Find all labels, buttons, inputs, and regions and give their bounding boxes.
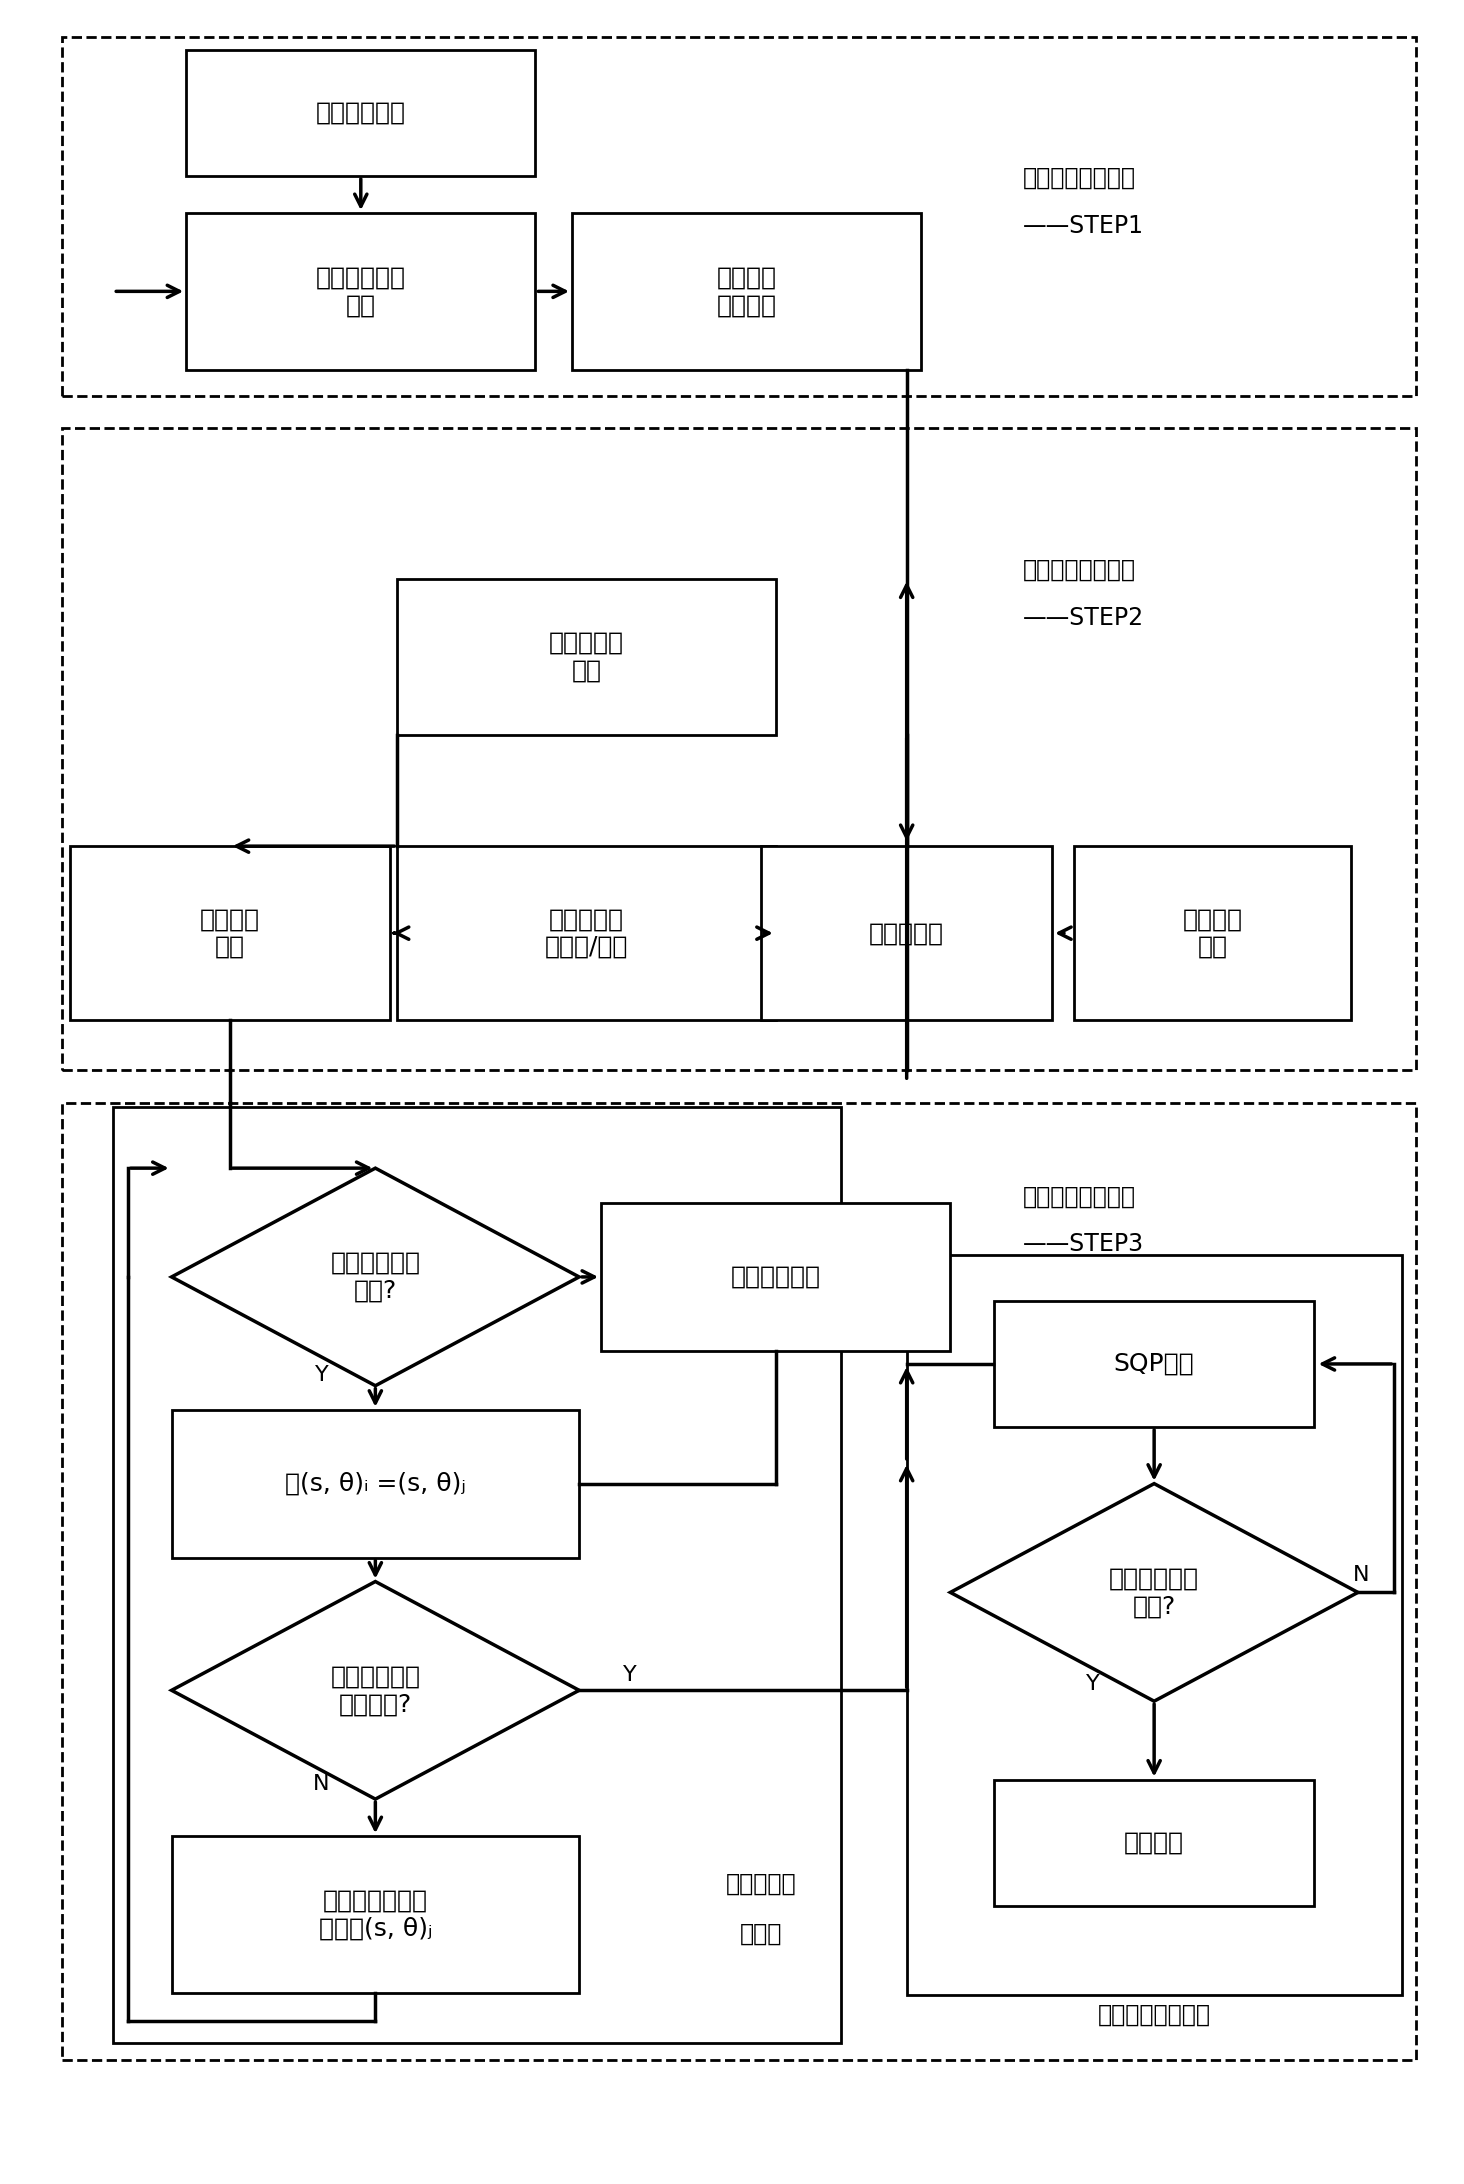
Text: Y: Y (315, 1365, 328, 1385)
Text: ——STEP1: ——STEP1 (1023, 214, 1145, 238)
Polygon shape (950, 1483, 1359, 1701)
FancyBboxPatch shape (186, 214, 536, 369)
Text: Y: Y (1086, 1673, 1099, 1695)
Text: 吸收谱线
信息: 吸收谱线 信息 (1183, 906, 1243, 959)
FancyBboxPatch shape (994, 1302, 1315, 1426)
Text: ——STEP3: ——STEP3 (1023, 1232, 1145, 1256)
FancyBboxPatch shape (1075, 845, 1351, 1020)
Text: 初始化气体
分布: 初始化气体 分布 (549, 631, 624, 684)
Text: 算法收敛准则
是否满足?: 算法收敛准则 是否满足? (331, 1664, 420, 1717)
Text: ——STEP2: ——STEP2 (1023, 605, 1145, 629)
Text: N: N (313, 1773, 329, 1793)
Text: 令(s, θ)ᵢ =(s, θ)ⱼ: 令(s, θ)ᵢ =(s, θ)ⱼ (285, 1472, 466, 1496)
Text: 序列二次规划优化: 序列二次规划优化 (1098, 2003, 1211, 2027)
Text: 计算重建
误差: 计算重建 误差 (199, 906, 259, 959)
Text: 计算投影
光线矩阵: 计算投影 光线矩阵 (716, 266, 776, 317)
FancyBboxPatch shape (572, 214, 921, 369)
Polygon shape (171, 1168, 580, 1385)
Text: 光线分布优化步骤: 光线分布优化步骤 (1023, 1184, 1136, 1208)
Text: 燃烧流场重建步骤: 燃烧流场重建步骤 (1023, 557, 1136, 581)
FancyBboxPatch shape (906, 1256, 1401, 1994)
Text: 产生新的光线分
布方式(s, θ)ⱼ: 产生新的光线分 布方式(s, θ)ⱼ (319, 1889, 432, 1939)
Text: 模拟退火算: 模拟退火算 (726, 1872, 796, 1896)
Text: 是否满足收敛
准则?: 是否满足收敛 准则? (1110, 1566, 1199, 1618)
FancyBboxPatch shape (186, 50, 536, 177)
Text: Y: Y (624, 1664, 637, 1686)
Text: 离散被测区域: 离散被测区域 (316, 100, 406, 124)
Text: 计算投影值: 计算投影值 (870, 922, 944, 946)
Text: 输出结果: 输出结果 (1124, 1830, 1184, 1854)
FancyBboxPatch shape (602, 1203, 950, 1352)
Text: N: N (1353, 1566, 1369, 1586)
Text: 光线矩阵计算步骤: 光线矩阵计算步骤 (1023, 166, 1136, 190)
Text: 重建误差是否
最小?: 重建误差是否 最小? (331, 1251, 420, 1304)
FancyBboxPatch shape (70, 845, 389, 1020)
Text: N: N (622, 1251, 638, 1271)
Text: 保持当前状态: 保持当前状态 (731, 1265, 821, 1289)
Text: 重建燃烧流
场温度/浓度: 重建燃烧流 场温度/浓度 (545, 906, 628, 959)
FancyBboxPatch shape (171, 1409, 580, 1557)
Text: SQP算法: SQP算法 (1114, 1352, 1195, 1376)
Polygon shape (171, 1581, 580, 1800)
FancyBboxPatch shape (171, 1837, 580, 1992)
FancyBboxPatch shape (397, 845, 776, 1020)
FancyBboxPatch shape (994, 1780, 1315, 1907)
FancyBboxPatch shape (397, 579, 776, 736)
FancyBboxPatch shape (761, 845, 1053, 1020)
Text: 设置光线空间
分布: 设置光线空间 分布 (316, 266, 406, 317)
Text: 法优化: 法优化 (739, 1922, 782, 1946)
